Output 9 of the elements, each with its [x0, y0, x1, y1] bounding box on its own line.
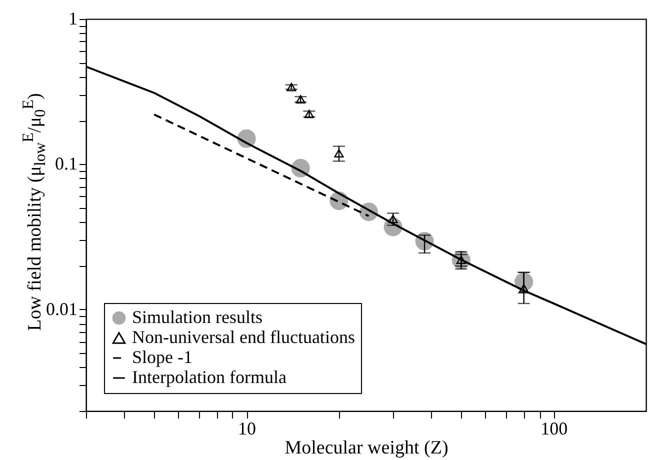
legend-label: Non-universal end fluctuations	[132, 327, 355, 347]
legend-label: Simulation results	[132, 307, 262, 327]
legend-label: Interpolation formula	[132, 367, 286, 387]
x-axis-title: Molecular weight (Z)	[284, 438, 448, 458]
legend-label: Slope -1	[132, 347, 192, 367]
x-tick-label: 10	[238, 418, 256, 438]
x-tick-label: 100	[540, 418, 568, 438]
y-tick-label: 1	[68, 8, 78, 28]
y-tick-label: 0.1	[55, 154, 78, 174]
